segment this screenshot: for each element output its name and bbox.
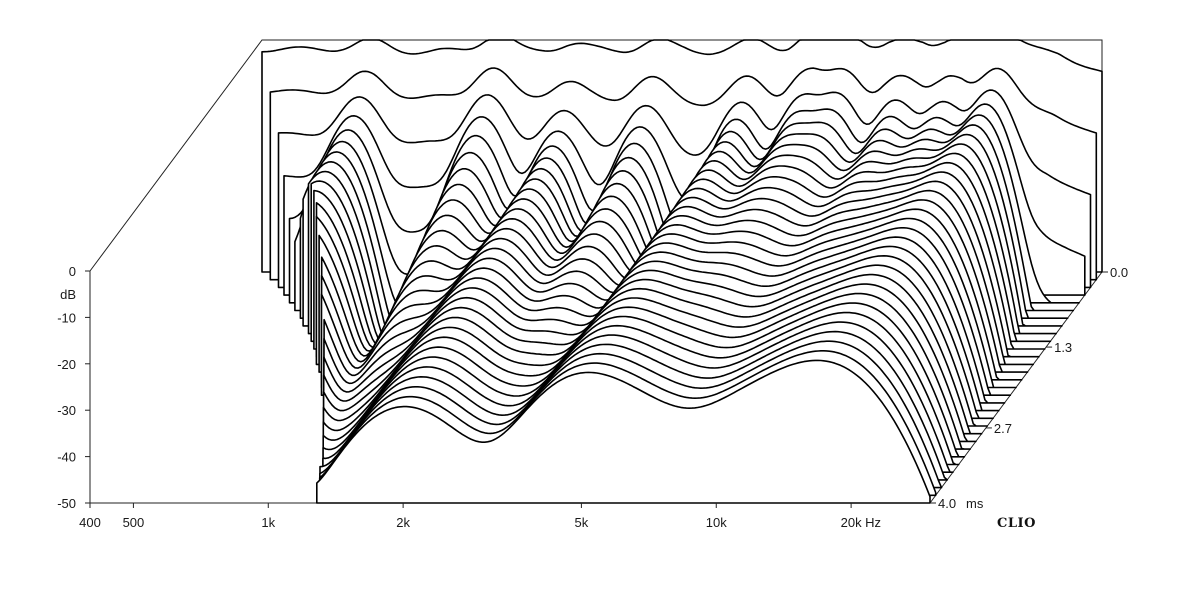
x-tick-label: 500: [123, 515, 145, 530]
time-axis-unit-label: ms: [966, 496, 984, 511]
x-tick-label: 10k: [706, 515, 727, 530]
x-tick-label: 400: [79, 515, 101, 530]
axes: 0 -10 -20 -30 -40 -50 dB 400 500 1k 2k 5k 10k 20k Hz 0.…: [57, 264, 1128, 530]
y-axis-unit-label: dB: [60, 287, 76, 302]
x-tick-label: 2k: [396, 515, 410, 530]
decay-slice: [315, 359, 931, 504]
time-tick-label: 2.7: [994, 421, 1012, 436]
time-tick-label: 0.0: [1110, 265, 1128, 280]
clio-brand-label: CLIO: [997, 516, 1036, 531]
x-tick-label: 1k: [261, 515, 275, 530]
time-tick-label: 4.0: [938, 496, 956, 511]
y-tick-label: -20: [57, 357, 76, 372]
x-tick-label: 5k: [575, 515, 589, 530]
y-tick-label: -30: [57, 403, 76, 418]
y-tick-label: -10: [57, 310, 76, 325]
decay-slices: [261, 39, 1103, 504]
x-tick-label: 20k: [841, 515, 862, 530]
x-axis-unit-label: Hz: [865, 515, 881, 530]
y-tick-label: -50: [57, 496, 76, 511]
y-tick-label: 0: [69, 264, 76, 279]
time-tick-label: 1.3: [1054, 340, 1072, 355]
y-tick-label: -40: [57, 450, 76, 465]
